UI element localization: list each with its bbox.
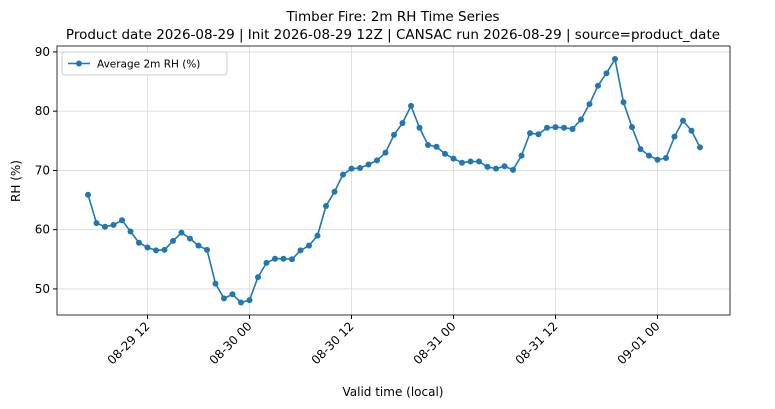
legend: Average 2m RH (%) (61, 51, 228, 76)
data-point (246, 297, 253, 304)
data-point (484, 163, 491, 170)
data-point (442, 150, 448, 157)
data-point (663, 154, 669, 161)
data-point (612, 56, 618, 63)
x-tick-label: 09-01 00 (615, 319, 663, 367)
data-point (459, 159, 465, 166)
data-point (297, 247, 304, 254)
legend-label: Average 2m RH (%) (97, 59, 200, 71)
data-point (263, 259, 270, 266)
y-tick-label: 60 (35, 223, 50, 237)
data-point (272, 255, 278, 262)
data-point (204, 246, 210, 253)
data-point (85, 191, 91, 198)
data-point (119, 217, 125, 224)
data-point (578, 116, 584, 123)
data-point (195, 242, 202, 249)
data-point (552, 124, 559, 131)
data-point (289, 256, 295, 263)
data-point (416, 124, 423, 131)
data-point (280, 255, 287, 262)
data-point (221, 295, 227, 302)
data-point (144, 244, 151, 251)
y-tick-label: 80 (35, 104, 50, 118)
data-point (374, 157, 380, 164)
data-point (518, 152, 525, 159)
data-point (187, 235, 193, 242)
data-point (637, 146, 644, 153)
data-point (153, 247, 159, 254)
data-point (586, 101, 593, 108)
data-point (433, 143, 440, 150)
data-point (527, 130, 533, 137)
data-point (331, 188, 338, 195)
data-point (399, 120, 406, 127)
data-line (87, 56, 701, 304)
y-tick-label: 90 (35, 45, 50, 59)
data-point (510, 166, 516, 173)
data-point (382, 149, 389, 156)
data-point (595, 82, 601, 89)
x-axis-label: Valid time (local) (343, 385, 444, 399)
data-point (340, 171, 346, 178)
data-point (255, 274, 261, 281)
data-point (348, 165, 355, 172)
data-point (161, 246, 168, 253)
data-point (170, 237, 176, 244)
y-tick-label: 50 (35, 282, 50, 296)
data-point (476, 158, 482, 165)
data-point (102, 223, 108, 230)
data-point (178, 229, 185, 236)
data-point (646, 152, 652, 159)
chart-title: Timber Fire: 2m RH Time Series (285, 9, 499, 25)
data-point (136, 239, 142, 246)
legend-marker (76, 60, 82, 67)
data-point (535, 131, 542, 138)
data-point (408, 102, 414, 109)
x-tick-label: 08-29 12 (105, 319, 153, 367)
data-point (238, 299, 244, 306)
data-point (493, 165, 499, 172)
data-point (544, 124, 550, 131)
legend-box (61, 51, 228, 76)
data-point (620, 99, 627, 106)
x-tick-label: 08-31 12 (513, 319, 561, 367)
x-tick-label: 08-31 00 (411, 319, 459, 367)
x-tick-label: 08-30 00 (207, 319, 255, 367)
data-point (629, 124, 635, 131)
data-point (306, 242, 312, 249)
data-point (569, 125, 576, 132)
data-point (680, 117, 686, 124)
chart-subtitle: Product date 2026-08-29 | Init 2026-08-2… (66, 27, 720, 43)
y-tick-label: 70 (35, 163, 50, 177)
data-point (467, 158, 474, 165)
data-point (212, 280, 219, 287)
data-point (501, 163, 508, 170)
data-point (450, 155, 457, 162)
plot-frame (56, 45, 731, 316)
data-point (323, 202, 329, 209)
data-point (127, 228, 134, 235)
data-point (229, 291, 236, 298)
data-point (671, 133, 678, 140)
data-point (561, 124, 567, 131)
data-point (603, 70, 610, 77)
data-point (357, 165, 363, 172)
data-point (688, 127, 695, 134)
y-axis-label: RH (%) (9, 160, 23, 202)
data-point (391, 131, 397, 138)
x-tick-label: 08-30 12 (309, 319, 357, 367)
data-point (314, 232, 321, 239)
data-point (110, 221, 117, 228)
data-point (365, 161, 372, 168)
data-point (93, 220, 100, 227)
data-point (425, 141, 431, 148)
data-point (697, 144, 703, 151)
data-point (654, 156, 661, 163)
